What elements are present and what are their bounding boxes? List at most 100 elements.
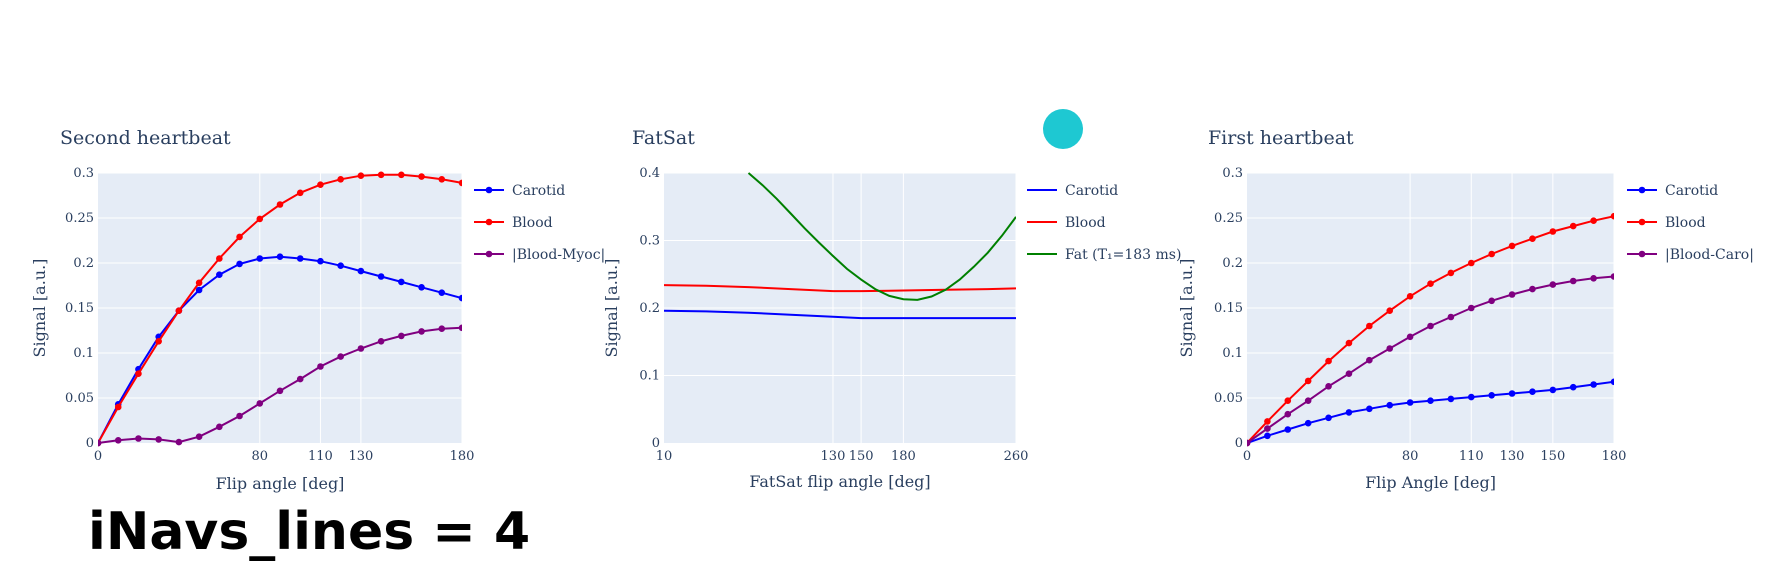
data-point: [1427, 397, 1434, 405]
data-point: [1610, 378, 1614, 386]
data-point: [377, 338, 385, 345]
legend-entry: Blood: [1027, 215, 1106, 231]
x-tick-label: 180: [891, 449, 916, 464]
data-point: [296, 375, 304, 383]
data-point: [175, 438, 183, 446]
series-group: [98, 171, 462, 447]
data-point: [1467, 259, 1475, 267]
data-point: [317, 181, 324, 188]
data-point: [1508, 291, 1516, 298]
data-point: [1264, 432, 1271, 440]
data-point: [1284, 410, 1292, 418]
legend-marker: [1638, 218, 1646, 226]
data-point: [337, 176, 344, 183]
legend-entry: |Blood-Myoc|: [474, 247, 605, 263]
data-point: [1569, 383, 1577, 391]
data-point: [1488, 250, 1495, 258]
data-point: [1325, 414, 1332, 422]
data-point: [256, 215, 264, 223]
data-point: [438, 176, 446, 183]
data-point: [256, 255, 264, 262]
x-tick-label: 110: [1459, 449, 1484, 464]
data-point: [438, 325, 446, 333]
y-tick-label: 0.1: [639, 369, 660, 384]
legend-entry: |Blood-Caro|: [1627, 247, 1754, 263]
data-point: [377, 273, 385, 280]
data-point: [195, 286, 203, 294]
data-point: [1427, 322, 1434, 330]
y-axis-label: Signal [a.u.]: [30, 259, 49, 358]
data-point: [1284, 397, 1292, 405]
data-point: [1345, 339, 1353, 347]
y-tick-label: 0.3: [73, 166, 94, 181]
data-point: [1386, 307, 1394, 315]
data-point: [1569, 277, 1577, 285]
y-tick-label: 0.3: [639, 234, 660, 249]
data-point: [175, 307, 183, 315]
x-tick-label: 180: [450, 449, 475, 464]
legend-label: Fat (T₁=183 ms): [1065, 247, 1181, 263]
data-point: [1304, 397, 1312, 405]
data-point: [135, 370, 142, 378]
data-point: [1447, 269, 1455, 277]
x-tick-label: 0: [1243, 449, 1251, 464]
data-point: [1569, 222, 1577, 230]
legend-marker: [485, 250, 493, 258]
x-axis-label: Flip Angle [deg]: [1365, 473, 1496, 492]
data-point: [357, 267, 365, 275]
y-tick-label: 0.25: [1214, 211, 1243, 226]
data-point: [317, 257, 324, 265]
data-point: [1549, 281, 1557, 288]
data-point: [1610, 212, 1614, 220]
legend-entry: Fat (T₁=183 ms): [1027, 247, 1181, 263]
data-point: [1325, 357, 1332, 365]
legend-label: |Blood-Caro|: [1665, 247, 1754, 263]
data-point: [276, 201, 284, 208]
data-point: [337, 353, 344, 360]
y-tick-label: 0.4: [639, 166, 660, 181]
data-point: [1366, 322, 1373, 330]
legend-entry: Blood: [1627, 215, 1706, 231]
legend-entry: Carotid: [474, 183, 565, 199]
data-point: [1386, 345, 1394, 352]
data-point: [458, 324, 462, 332]
y-tick-label: 0.15: [65, 301, 94, 316]
legend-marker: [485, 218, 493, 226]
data-point: [418, 173, 425, 180]
data-point: [195, 433, 203, 441]
legend-label: Blood: [1665, 215, 1706, 231]
data-point: [1590, 217, 1597, 224]
cursor-indicator: [1043, 109, 1083, 149]
x-tick-label: 130: [348, 449, 373, 464]
data-point: [1345, 370, 1353, 378]
data-point: [1529, 285, 1536, 293]
x-axis-label: FatSat flip angle [deg]: [749, 472, 930, 491]
data-point: [1610, 273, 1614, 280]
data-point: [1406, 399, 1414, 406]
series-line: [747, 172, 1016, 301]
data-point: [438, 289, 446, 297]
y-axis-label: Signal [a.u.]: [1177, 259, 1196, 358]
data-point: [458, 294, 462, 302]
data-point: [1406, 333, 1414, 341]
legend-entry: Carotid: [1027, 183, 1118, 199]
data-point: [1590, 381, 1597, 388]
data-point: [357, 345, 365, 352]
data-point: [256, 400, 264, 407]
legend-label: Blood: [512, 215, 553, 231]
data-point: [418, 328, 425, 335]
y-tick-label: 0.1: [1222, 346, 1243, 361]
legend-entry: Carotid: [1627, 183, 1718, 199]
legend-label: |Blood-Myoc|: [512, 247, 605, 263]
chart-2: 0 0.1 0.2 0.3 0.4 10 130 150 180 260 FatSat FatSat …: [602, 127, 1181, 491]
series-line: [664, 284, 1016, 293]
data-point: [1529, 235, 1536, 242]
data-point: [114, 437, 122, 444]
data-point: [1284, 426, 1292, 433]
data-point: [236, 260, 243, 268]
legend-label: Blood: [1065, 215, 1106, 231]
x-tick-label: 0: [94, 449, 102, 464]
y-tick-label: 0: [86, 436, 94, 451]
x-tick-label: 150: [1540, 449, 1565, 464]
